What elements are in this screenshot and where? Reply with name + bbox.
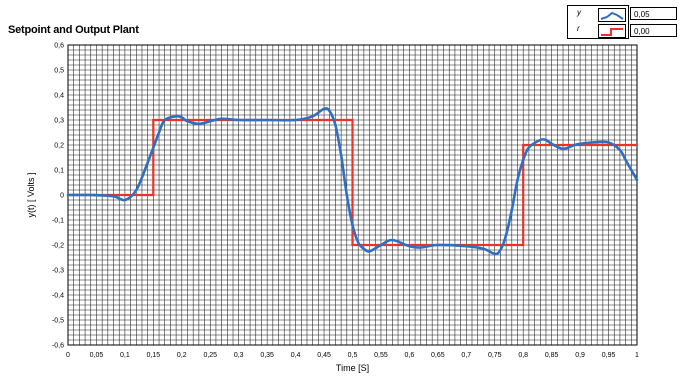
legend-item-y[interactable]: y bbox=[568, 6, 628, 22]
y-axis-label: y(t) [ Volts ] bbox=[26, 172, 36, 217]
y-tick-label: -0,4 bbox=[52, 293, 64, 300]
legend-value-y[interactable]: 0,05 bbox=[630, 7, 677, 20]
x-tick-label: 0,05 bbox=[90, 352, 104, 359]
x-tick-label: 0,9 bbox=[575, 352, 585, 359]
x-tick-label: 0,15 bbox=[147, 352, 161, 359]
y-tick-label: -0,6 bbox=[52, 343, 64, 350]
y-tick-label: 0,5 bbox=[54, 68, 64, 75]
x-tick-label: 0,75 bbox=[488, 352, 502, 359]
y-tick-label: 0,6 bbox=[54, 43, 64, 50]
line-style-icon[interactable] bbox=[598, 8, 626, 22]
x-tick-label: 0,3 bbox=[234, 352, 244, 359]
x-tick-label: 0,6 bbox=[405, 352, 415, 359]
x-axis-label: Time [S] bbox=[336, 363, 369, 373]
y-tick-label: 0,2 bbox=[54, 143, 64, 150]
x-tick-label: 0,8 bbox=[518, 352, 528, 359]
y-tick-label: 0 bbox=[60, 193, 64, 200]
x-tick-label: 0,55 bbox=[374, 352, 388, 359]
x-tick-label: 0,45 bbox=[317, 352, 331, 359]
series-layer bbox=[66, 107, 639, 256]
x-tick-label: 0,1 bbox=[120, 352, 130, 359]
x-tick-label: 0,5 bbox=[348, 352, 358, 359]
series-y-line bbox=[66, 107, 639, 256]
legend-item-name: r bbox=[577, 24, 580, 33]
y-tick-label: -0,3 bbox=[52, 268, 64, 275]
x-tick-label: 0,7 bbox=[461, 352, 471, 359]
x-tick-label: 1 bbox=[635, 352, 639, 359]
x-tick-label: 0,95 bbox=[602, 352, 616, 359]
x-tick-label: 0,25 bbox=[203, 352, 217, 359]
step-style-icon[interactable] bbox=[598, 24, 626, 38]
x-axis-ticks: 0 0,05 0,1 0,15 0,2 0,25 0,3 0,35 0,4 0,45 0,5 0,55… bbox=[66, 352, 639, 359]
x-tick-label: 0 bbox=[66, 352, 70, 359]
x-tick-label: 0,35 bbox=[260, 352, 274, 359]
plot-legend[interactable]: y r bbox=[567, 5, 629, 39]
x-tick-label: 0,4 bbox=[291, 352, 301, 359]
y-axis-ticks: 0,6 0,5 0,4 0,3 0,2 0,1 0 -0,1 -0,2 -0,3 -0,4 -0,5 -… bbox=[52, 43, 64, 350]
y-tick-label: -0,2 bbox=[52, 243, 64, 250]
y-tick-label: 0,4 bbox=[54, 93, 64, 100]
x-tick-label: 0,65 bbox=[431, 352, 445, 359]
y-tick-label: 0,1 bbox=[54, 168, 64, 175]
legend-item-name: y bbox=[577, 8, 581, 17]
x-tick-label: 0,85 bbox=[545, 352, 559, 359]
y-tick-label: -0,1 bbox=[52, 218, 64, 225]
x-tick-label: 0,2 bbox=[177, 352, 187, 359]
legend-value-r[interactable]: 0,00 bbox=[630, 24, 677, 37]
chart-title: Setpoint and Output Plant bbox=[8, 24, 139, 36]
legend-item-r[interactable]: r bbox=[568, 22, 628, 38]
y-tick-label: 0,3 bbox=[54, 118, 64, 125]
y-tick-label: -0,5 bbox=[52, 318, 64, 325]
